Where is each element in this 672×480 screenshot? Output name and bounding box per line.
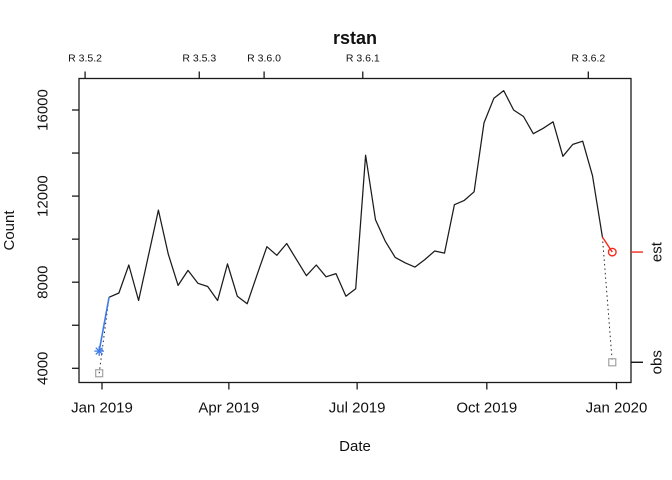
x-tick-label: Apr 2019 — [198, 400, 259, 417]
downloads-line — [108, 89, 604, 305]
observed-start-marker — [95, 369, 104, 378]
estimate-start-segment — [98, 297, 110, 352]
x-tick-label: Jul 2019 — [329, 400, 386, 417]
plot-frame — [78, 77, 632, 384]
top-axis-label: R 3.6.2 — [571, 53, 605, 65]
y-tick-label: 16000 — [35, 89, 52, 131]
y-tick-label: 12000 — [35, 175, 52, 217]
top-axis-label: R 3.5.3 — [182, 53, 216, 65]
y-tick-label: 4000 — [35, 352, 52, 385]
axes-group: 4000 8000 12000 16000 Jan 2019 Apr 2019 Jul 20… — [35, 53, 666, 417]
series-group — [98, 89, 613, 374]
estimate-end-segment — [601, 236, 613, 253]
top-axis-label: R 3.6.0 — [247, 53, 281, 65]
chart-title: rstan — [333, 28, 377, 48]
x-tick-label: Jan 2020 — [586, 400, 648, 417]
x-axis-label: Date — [339, 438, 371, 455]
x-tick-label: Oct 2019 — [456, 400, 517, 417]
estimate-end-marker — [607, 247, 617, 257]
estimate-start-marker — [95, 347, 104, 355]
top-axis-label: R 3.5.2 — [68, 53, 102, 65]
est-label: est — [649, 241, 666, 262]
y-tick-label: 8000 — [35, 266, 52, 299]
y-axis-label: Count — [1, 210, 18, 251]
observed-end-marker — [608, 358, 617, 367]
obs-label: obs — [649, 350, 666, 374]
markers-group — [94, 247, 617, 378]
observed-end-segment — [601, 236, 613, 363]
x-tick-label: Jan 2019 — [71, 400, 133, 417]
top-axis-label: R 3.6.1 — [346, 53, 380, 65]
